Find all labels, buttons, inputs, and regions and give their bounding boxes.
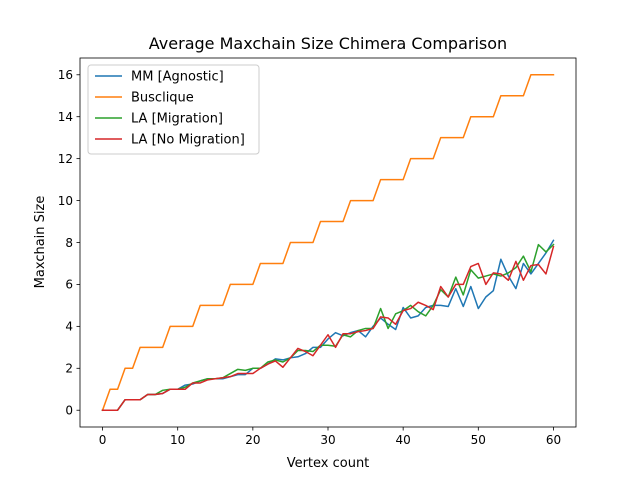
legend: MM [Agnostic] Busclique LA [Migration] LA [… (87, 64, 260, 155)
x-tick-label: 30 (320, 433, 335, 447)
series-line-2 (101, 74, 555, 412)
legend-label: Busclique (131, 91, 194, 106)
legend-label: LA [Migration] (131, 112, 223, 127)
legend-box (87, 64, 260, 155)
series-line-4 (101, 245, 555, 411)
x-tick-label: 50 (471, 433, 486, 447)
legend-label: MM [Agnostic] (131, 70, 224, 85)
x-tick-label: 0 (99, 433, 107, 447)
x-axis-label: Vertex count (287, 456, 370, 471)
y-tick-label: 4 (65, 320, 73, 334)
y-tick-label: 16 (58, 68, 73, 82)
x-tick-label: 20 (245, 433, 260, 447)
x-tick-label: 10 (170, 433, 185, 447)
y-tick-label: 10 (58, 194, 73, 208)
y-tick-label: 12 (58, 152, 73, 166)
y-tick-label: 14 (58, 110, 73, 124)
y-tick-label: 6 (65, 278, 73, 292)
x-tick-label: 40 (396, 433, 411, 447)
x-tick-label: 60 (546, 433, 561, 447)
legend-label: LA [No Migration] (131, 133, 245, 148)
plot-area: 0 10 20 30 40 50 60 0 2 4 6 8 10 12 14 16 (58, 57, 577, 447)
y-tick-label: 2 (65, 362, 73, 376)
y-tick-label: 0 (65, 404, 73, 418)
y-axis-label: Maxchain Size (33, 196, 48, 289)
chart-title: Average Maxchain Size Chimera Comparison (149, 34, 507, 53)
y-tick-label: 8 (65, 236, 73, 250)
